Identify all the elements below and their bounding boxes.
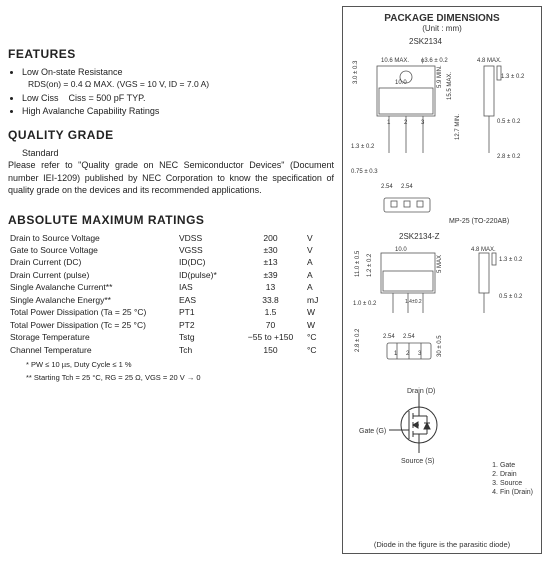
svg-text:2: 2: [404, 120, 408, 126]
amr-footnote-1: * PW ≤ 10 µs, Duty Cycle ≤ 1 %: [26, 360, 334, 370]
table-row: Gate to Source VoltageVGSS±30V: [8, 244, 334, 256]
amr-heading: ABSOLUTE MAXIMUM RATINGS: [8, 212, 334, 228]
svg-text:10.0: 10.0: [395, 80, 407, 86]
svg-text:0.5 ± 0.2: 0.5 ± 0.2: [497, 119, 521, 125]
table-row: Single Avalanche Energy**EAS33.8mJ: [8, 294, 334, 306]
pkg-title: PACKAGE DIMENSIONS: [349, 13, 535, 24]
svg-text:2.54: 2.54: [381, 184, 393, 190]
amr-footnote-2: ** Starting Tch = 25 °C, RG = 25 Ω, VGS …: [26, 373, 334, 383]
features-list2: Low Ciss Ciss = 500 pF TYP. High Avalanc…: [22, 92, 334, 117]
svg-text:2.8 ± 0.2: 2.8 ± 0.2: [497, 154, 521, 160]
quality-heading: QUALITY GRADE: [8, 127, 334, 143]
table-row: Total Power Dissipation (Tc = 25 °C)PT27…: [8, 319, 334, 331]
left-column: FEATURES Low On-state Resistance RDS(on)…: [8, 6, 334, 554]
pkg-drawing-2: 1 2 3 10.0 4.8 MAX. 1.3 ± 0.2 11.0 ± 0.5…: [349, 243, 535, 383]
amr-table: Drain to Source VoltageVDSS200VGate to S…: [8, 232, 334, 357]
svg-text:10.0: 10.0: [395, 247, 407, 253]
svg-text:1.4±0.2: 1.4±0.2: [405, 299, 422, 305]
svg-text:1.3 ± 0.2: 1.3 ± 0.2: [499, 257, 523, 263]
svg-text:1.0 ± 0.2: 1.0 ± 0.2: [353, 301, 377, 307]
table-row: Storage TemperatureTstg−55 to +150°C: [8, 332, 334, 344]
svg-text:MP-25 (TO-220AB): MP-25 (TO-220AB): [449, 218, 509, 225]
svg-text:0.5 ± 0.2: 0.5 ± 0.2: [499, 294, 523, 300]
features-heading: FEATURES: [8, 46, 334, 62]
svg-text:Drain (D): Drain (D): [407, 388, 435, 395]
svg-text:ϕ3.6 ± 0.2: ϕ3.6 ± 0.2: [421, 58, 448, 64]
pkg-unit: (Unit : mm): [349, 24, 535, 33]
svg-text:2.54: 2.54: [401, 184, 413, 190]
table-row: Drain Current (pulse)ID(pulse)*±39A: [8, 269, 334, 281]
pin-list: 1. Gate 2. Drain 3. Source 4. Fin (Drain…: [492, 461, 533, 497]
table-row: Total Power Dissipation (Ta = 25 °C)PT11…: [8, 307, 334, 319]
feature-item: High Avalanche Capability Ratings: [22, 105, 334, 117]
table-row: Drain to Source VoltageVDSS200V: [8, 232, 334, 244]
quality-grade: Standard: [22, 147, 334, 159]
svg-text:4.8 MAX.: 4.8 MAX.: [471, 247, 496, 253]
part1-label: 2SK2134: [409, 37, 535, 46]
svg-text:3: 3: [421, 120, 425, 126]
quality-body: Please refer to "Quality grade on NEC Se…: [8, 159, 334, 195]
svg-text:Gate (G): Gate (G): [359, 428, 386, 435]
svg-text:2.54: 2.54: [403, 334, 415, 340]
svg-text:11.0 ± 0.5: 11.0 ± 0.5: [355, 250, 361, 277]
feature-item: Low On-state Resistance: [22, 66, 334, 78]
table-row: Channel TemperatureTch150°C: [8, 344, 334, 356]
package-panel: PACKAGE DIMENSIONS (Unit : mm) 2SK2134 1…: [342, 6, 542, 554]
feature-item: Low Ciss Ciss = 500 pF TYP.: [22, 92, 334, 104]
features-list: Low On-state Resistance: [22, 66, 334, 78]
table-row: Single Avalanche Current**IAS13A: [8, 282, 334, 294]
svg-text:0.75 ± 0.3: 0.75 ± 0.3: [351, 169, 378, 175]
svg-text:12.7 MIN.: 12.7 MIN.: [455, 114, 461, 140]
pkg-drawing-1: 1 2 3 10.6 MAX. ϕ3.6 ± 0.2 4.8 MAX. 1.3 …: [349, 48, 535, 228]
diode-note: (Diode in the figure is the parasitic di…: [343, 540, 541, 549]
svg-text:5 MAX: 5 MAX: [437, 255, 443, 273]
svg-text:Source (S): Source (S): [401, 458, 434, 465]
svg-text:2.54: 2.54: [383, 334, 395, 340]
svg-text:4.8 MAX.: 4.8 MAX.: [477, 58, 502, 64]
svg-text:30 ± 0.5: 30 ± 0.5: [437, 335, 443, 357]
svg-text:5.9 MIN.: 5.9 MIN.: [437, 65, 443, 88]
table-row: Drain Current (DC)ID(DC)±13A: [8, 257, 334, 269]
part2-label: 2SK2134-Z: [399, 232, 535, 241]
svg-text:3.0 ± 0.3: 3.0 ± 0.3: [353, 60, 359, 84]
svg-text:1.3 ± 0.2: 1.3 ± 0.2: [501, 74, 525, 80]
mosfet-symbol: Drain (D) Gate (G) Source (S): [349, 385, 535, 465]
svg-text:2.8 ± 0.2: 2.8 ± 0.2: [355, 328, 361, 352]
svg-text:1: 1: [387, 120, 391, 126]
svg-text:10.6 MAX.: 10.6 MAX.: [381, 58, 409, 64]
svg-text:15.5 MAX.: 15.5 MAX.: [447, 72, 453, 100]
svg-text:1.3 ± 0.2: 1.3 ± 0.2: [351, 144, 375, 150]
svg-text:1.2 ± 0.2: 1.2 ± 0.2: [367, 253, 373, 277]
rds-line: RDS(on) = 0.4 Ω MAX. (VGS = 10 V, ID = 7…: [28, 79, 334, 90]
